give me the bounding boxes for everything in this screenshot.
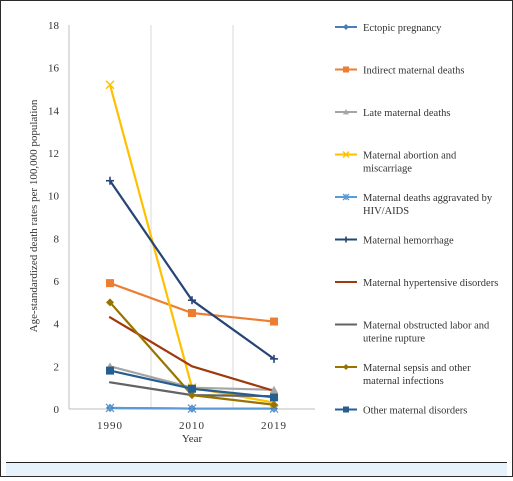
y-tick-label: 0: [54, 404, 60, 416]
y-tick-label: 2: [54, 361, 60, 373]
legend-label: Other maternal disorders: [363, 406, 467, 417]
legend-marker: [342, 151, 350, 158]
y-axis-label: Age-standardized death rates per 100,000…: [28, 99, 40, 332]
x-tick-label: 1990: [97, 420, 123, 432]
legend-item: Indirect maternal deaths: [335, 66, 464, 77]
y-tick-label: 6: [54, 276, 60, 288]
data-point: [105, 80, 115, 90]
legend-label: Ectopic pregnancy: [363, 23, 442, 34]
data-point: [188, 296, 196, 305]
legend-item: Maternal hemorrhage: [335, 236, 454, 247]
axes: [68, 25, 315, 410]
caption-strip: [6, 462, 507, 476]
series-line: [108, 83, 276, 404]
legend-item: Maternal deaths aggravated by HIV/AIDS: [335, 193, 493, 217]
legend-marker: [343, 24, 349, 30]
legend-label: Indirect maternal deaths: [363, 66, 464, 77]
data-point: [105, 403, 115, 413]
data-point: [188, 391, 196, 400]
legend-item: Late maternal deaths: [335, 108, 450, 119]
y-tick-label: 12: [48, 148, 59, 160]
y-tick-label: 4: [54, 319, 60, 331]
legend-marker: [343, 364, 349, 370]
legend-label: Maternal deaths aggravated by HIV/AIDS: [363, 193, 493, 217]
data-point: [106, 176, 114, 185]
legend-label: Maternal hypertensive disorders: [363, 278, 498, 289]
y-tick-label: 10: [48, 191, 60, 203]
legend-item: Ectopic pregnancy: [335, 23, 442, 34]
data-point: [106, 279, 114, 288]
y-tick-label: 8: [54, 233, 60, 245]
y-tick-label: 16: [48, 63, 60, 75]
data-point: [188, 309, 196, 317]
y-tick-label: 18: [48, 20, 60, 32]
legend-marker: [343, 109, 349, 115]
x-tick-labels: 1990 2010 2019: [97, 420, 287, 432]
data-point: [270, 354, 278, 363]
legend-item: Maternal obstructed labor and uterine rup…: [335, 321, 490, 345]
y-tick-label: 14: [48, 105, 60, 117]
data-point: [188, 384, 196, 393]
legend-label: Maternal obstructed labor and uterine rup…: [363, 321, 490, 345]
legend-item: Maternal sepsis and other maternal infect…: [335, 363, 471, 387]
data-point: [106, 366, 114, 375]
legend-marker: [343, 66, 349, 73]
data-point: [270, 393, 278, 402]
legend-item: Other maternal disorders: [335, 406, 467, 417]
legend-marker: [343, 406, 349, 413]
legend-item: Maternal hypertensive disorders: [335, 278, 498, 289]
gridlines: [150, 25, 234, 409]
data-point: [270, 317, 278, 326]
x-axis-label: Year: [182, 433, 203, 445]
legend-marker: [342, 193, 350, 201]
legend-item: Maternal abortion and miscarriage: [335, 151, 457, 175]
legend-label: Maternal abortion and miscarriage: [363, 151, 457, 175]
series-markers: [105, 80, 279, 414]
series-line: [108, 316, 276, 392]
data-point: [187, 404, 197, 414]
legend-marker: [343, 236, 349, 243]
legend-label: Maternal hemorrhage: [363, 236, 454, 247]
x-tick-label: 2010: [179, 420, 205, 432]
x-tick-label: 2019: [261, 420, 287, 432]
legend: Ectopic pregnancy Indirect maternal death…: [335, 23, 498, 417]
data-point: [270, 385, 278, 393]
y-tick-labels: 0 2 4 6 8 10 12 14 16 18: [48, 20, 60, 416]
data-point: [270, 400, 278, 409]
series-lines: [108, 83, 276, 410]
data-point: [106, 298, 114, 307]
legend-label: Maternal sepsis and other maternal infect…: [363, 363, 471, 387]
legend-label: Late maternal deaths: [363, 108, 450, 119]
